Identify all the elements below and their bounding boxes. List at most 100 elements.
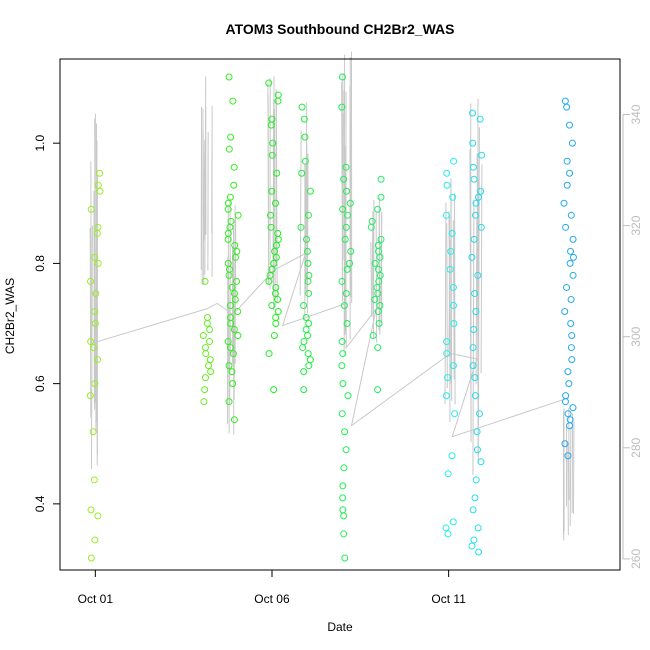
data-point-5-0 <box>341 554 349 562</box>
data-point-8-30 <box>476 115 484 123</box>
data-point-2-32 <box>230 181 238 189</box>
data-point-2-37 <box>225 73 233 81</box>
y2-tick-label-1: 280 <box>629 437 643 457</box>
data-point-7-6 <box>442 392 450 400</box>
data-point-7-12 <box>449 301 457 309</box>
data-point-3-7 <box>274 295 282 303</box>
x-tick-label-0: Oct 01 <box>78 592 114 606</box>
data-point-9-14 <box>561 307 569 315</box>
data-point-6-12 <box>371 259 379 267</box>
data-point-6-18 <box>368 217 376 225</box>
data-point-7-19 <box>443 181 451 189</box>
data-point-9-15 <box>567 295 575 303</box>
data-point-7-17 <box>442 211 450 219</box>
data-point-2-33 <box>230 163 238 171</box>
data-point-0-3 <box>87 506 95 514</box>
secondary-spike-1-7 <box>202 130 205 285</box>
data-point-0-12 <box>91 307 99 315</box>
secondary-spike-5-8 <box>344 145 347 299</box>
data-point-5-26 <box>346 199 354 207</box>
secondary-spike-9-7 <box>569 426 572 526</box>
axes-layer: Oct 01 Oct 06 Oct 11 0.4 0.6 0.8 1.0 260 280 300 3… <box>33 104 643 606</box>
data-point-4-24 <box>300 115 308 123</box>
data-point-5-28 <box>340 175 348 183</box>
data-point-5-21 <box>347 247 355 255</box>
data-point-5-12 <box>338 362 346 370</box>
data-point-8-12 <box>471 374 479 382</box>
data-point-3-20 <box>267 211 275 219</box>
data-point-9-26 <box>566 169 574 177</box>
data-point-7-7 <box>444 374 452 382</box>
data-point-1-1 <box>201 386 209 394</box>
data-point-5-20 <box>346 259 354 267</box>
data-point-0-5 <box>89 428 97 436</box>
secondary-spike-5-9 <box>343 90 346 335</box>
data-point-6-20 <box>377 193 385 201</box>
data-point-8-5 <box>471 494 479 502</box>
data-point-2-23 <box>231 241 239 249</box>
data-point-6-19 <box>374 205 382 213</box>
data-point-9-18 <box>566 259 574 267</box>
secondary-spike-8-5 <box>480 164 483 374</box>
data-point-8-29 <box>469 139 477 147</box>
data-point-4-3 <box>306 356 314 364</box>
data-point-0-11 <box>91 320 99 328</box>
data-point-4-18 <box>297 223 305 231</box>
data-point-1-8 <box>206 338 214 346</box>
data-point-1-2 <box>201 374 209 382</box>
y2-tick-label-3: 320 <box>629 215 643 235</box>
data-point-7-8 <box>449 362 457 370</box>
data-point-8-13 <box>469 362 477 370</box>
data-point-5-22 <box>341 235 349 243</box>
x-tick-label-2: Oct 11 <box>431 592 466 606</box>
data-point-3-24 <box>268 151 276 159</box>
data-point-0-6 <box>86 392 94 400</box>
data-point-4-1 <box>300 368 308 376</box>
data-point-1-3 <box>207 368 215 376</box>
secondary-spike-0-5 <box>90 225 93 470</box>
data-point-8-21 <box>477 223 485 231</box>
data-point-0-8 <box>94 356 102 364</box>
data-point-6-2 <box>369 332 377 340</box>
data-point-9-20 <box>567 247 575 255</box>
data-point-3-1 <box>265 350 273 358</box>
data-point-8-22 <box>471 211 479 219</box>
x-axis-title: Date <box>327 620 353 634</box>
data-point-5-13 <box>339 350 347 358</box>
data-point-9-19 <box>569 253 577 261</box>
secondary-spike-7-5 <box>454 193 456 405</box>
data-point-8-24 <box>474 193 482 201</box>
data-point-0-15 <box>94 259 102 267</box>
data-point-6-11 <box>374 265 382 273</box>
data-point-9-17 <box>569 271 577 279</box>
data-point-7-9 <box>443 350 451 358</box>
data-point-2-30 <box>224 199 232 207</box>
data-point-5-6 <box>340 464 348 472</box>
data-point-9-24 <box>560 199 568 207</box>
data-point-4-10 <box>302 314 310 322</box>
data-point-4-17 <box>303 235 311 243</box>
data-point-3-0 <box>270 386 278 394</box>
data-points-layer <box>86 73 577 562</box>
data-point-5-10 <box>344 392 352 400</box>
data-point-5-8 <box>341 428 349 436</box>
data-point-8-26 <box>470 175 478 183</box>
data-point-2-2 <box>229 380 237 388</box>
data-point-9-31 <box>561 97 569 105</box>
data-point-4-19 <box>304 211 312 219</box>
data-point-8-31 <box>469 109 477 117</box>
secondary-spike-5-5 <box>349 57 352 298</box>
data-point-5-31 <box>338 73 346 81</box>
data-point-2-27 <box>227 217 235 225</box>
data-point-0-14 <box>86 277 94 285</box>
data-point-7-14 <box>446 265 454 273</box>
data-point-3-5 <box>274 307 282 315</box>
data-point-9-23 <box>567 211 575 219</box>
data-point-5-24 <box>344 211 352 219</box>
data-point-7-15 <box>447 247 455 255</box>
data-point-3-18 <box>274 229 282 237</box>
data-point-9-5 <box>569 404 577 412</box>
data-point-3-27 <box>268 115 276 123</box>
